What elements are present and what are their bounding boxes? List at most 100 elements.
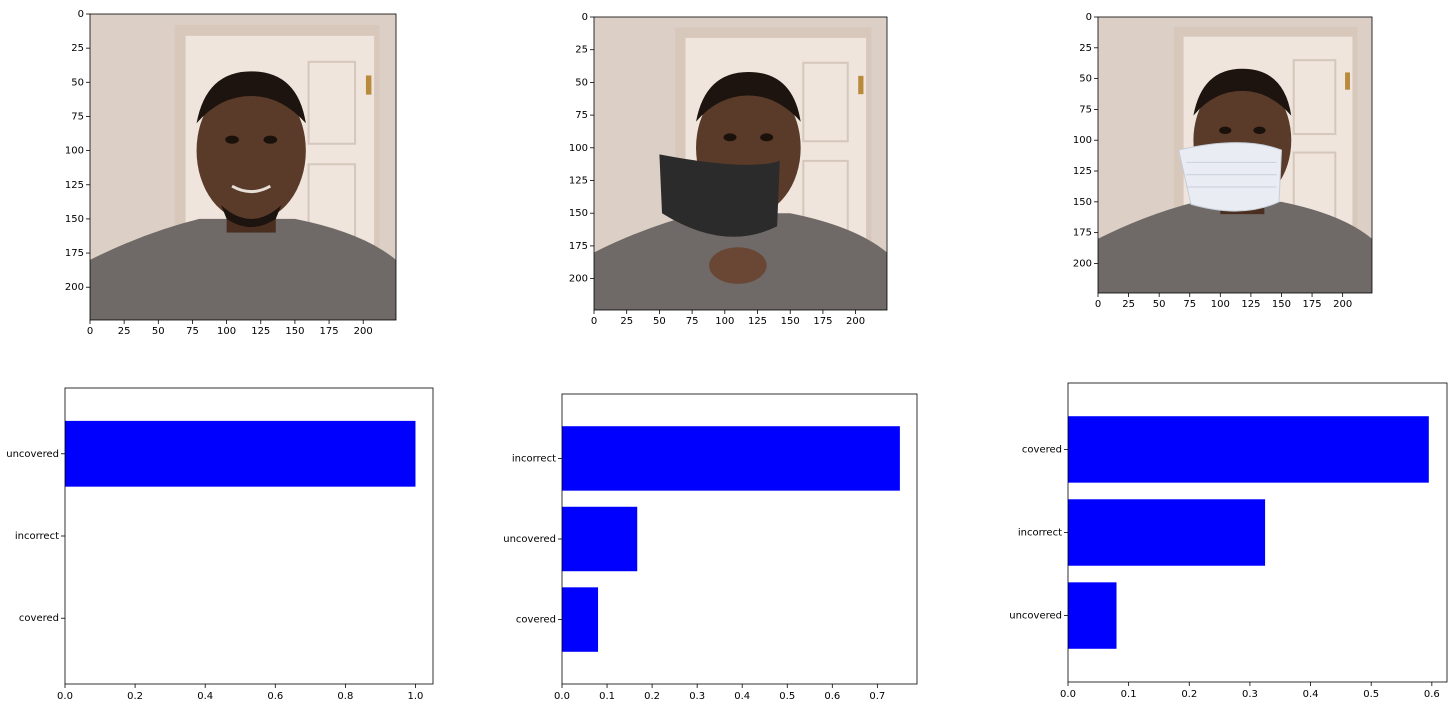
eye bbox=[760, 133, 774, 142]
black-mask bbox=[659, 154, 780, 237]
image-axes-frame bbox=[89, 13, 397, 321]
x-tick-label: 0.4 bbox=[734, 691, 750, 702]
category-label: covered bbox=[1022, 444, 1062, 455]
y-tick-label: 175 bbox=[1073, 228, 1092, 239]
bar-uncovered bbox=[562, 506, 638, 572]
x-tick-label: 175 bbox=[813, 316, 832, 327]
hair bbox=[196, 71, 306, 124]
image-panel-3: 0 0 25 25 50 50 75 75 100 100 125 125 150 150 175 175 20… bbox=[1073, 12, 1373, 310]
bar-uncovered bbox=[65, 420, 416, 487]
x-tick-label: 150 bbox=[285, 326, 304, 337]
eye bbox=[225, 135, 239, 144]
x-tick-label: 0.0 bbox=[554, 691, 570, 702]
x-tick-label: 0.3 bbox=[1242, 689, 1258, 700]
surgical-mask bbox=[1178, 142, 1282, 212]
image-axes-frame bbox=[1097, 16, 1373, 294]
y-tick-label: 0 bbox=[1086, 12, 1092, 23]
x-tick-label: 150 bbox=[781, 316, 800, 327]
y-tick-label: 75 bbox=[575, 110, 588, 121]
category-label: incorrect bbox=[15, 531, 59, 542]
x-tick-label: 0.0 bbox=[1060, 689, 1076, 700]
bar-covered bbox=[562, 587, 599, 652]
x-tick-label: 25 bbox=[1122, 299, 1135, 310]
x-tick-label: 150 bbox=[1272, 299, 1291, 310]
bar-chart-3: covered incorrect uncovered 0.0 0.1 0.2 0.3 0.4… bbox=[1009, 382, 1448, 700]
x-tick-label: 0.8 bbox=[337, 691, 353, 702]
x-tick-label: 25 bbox=[620, 316, 633, 327]
x-tick-label: 100 bbox=[715, 316, 734, 327]
x-tick-label: 0.1 bbox=[1121, 689, 1137, 700]
x-tick-label: 0.6 bbox=[267, 691, 283, 702]
category-label: incorrect bbox=[512, 453, 556, 464]
y-tick-label: 175 bbox=[65, 248, 84, 259]
x-tick-label: 100 bbox=[217, 326, 236, 337]
category-label: uncovered bbox=[6, 449, 59, 460]
door-panel bbox=[307, 60, 357, 145]
bar-chart-2: incorrect uncovered covered 0.0 0.1 0.2 0.3 0.4… bbox=[503, 393, 918, 702]
y-tick-label: 150 bbox=[1073, 197, 1092, 208]
x-tick-label: 0.1 bbox=[599, 691, 615, 702]
y-tick-label: 50 bbox=[575, 77, 588, 88]
y-tick-label: 25 bbox=[1079, 43, 1092, 54]
y-tick-label: 25 bbox=[575, 45, 588, 56]
chart-axes-frame bbox=[64, 387, 434, 685]
x-tick-label: 125 bbox=[251, 326, 270, 337]
y-tick-label: 200 bbox=[1073, 258, 1092, 269]
eye bbox=[263, 135, 278, 144]
x-tick-label: 0 bbox=[87, 326, 93, 337]
eye bbox=[1253, 126, 1266, 135]
chart-axes-frame bbox=[561, 393, 918, 685]
x-tick-label: 0.4 bbox=[197, 691, 213, 702]
x-tick-label: 0.3 bbox=[689, 691, 705, 702]
hair bbox=[696, 71, 801, 122]
face bbox=[196, 79, 306, 222]
door-panel bbox=[1292, 59, 1337, 136]
chart-axes-frame bbox=[1067, 382, 1448, 683]
x-tick-label: 0.2 bbox=[1181, 689, 1197, 700]
y-tick-label: 125 bbox=[65, 180, 84, 191]
x-tick-label: 50 bbox=[152, 326, 165, 337]
category-label: uncovered bbox=[1009, 611, 1062, 622]
hoodie bbox=[1098, 201, 1372, 293]
x-tick-label: 50 bbox=[653, 316, 666, 327]
category-label: incorrect bbox=[1018, 528, 1062, 539]
x-tick-label: 50 bbox=[1153, 299, 1166, 310]
y-tick-label: 100 bbox=[569, 143, 588, 154]
y-tick-label: 125 bbox=[1073, 166, 1092, 177]
bar-covered bbox=[1068, 416, 1429, 483]
bar-chart-1: uncovered incorrect covered 0.0 0.2 0.4 0.6 0.8… bbox=[6, 387, 434, 702]
x-tick-label: 0.5 bbox=[779, 691, 795, 702]
x-tick-label: 100 bbox=[1211, 299, 1230, 310]
y-tick-label: 0 bbox=[582, 12, 588, 23]
y-tick-label: 200 bbox=[65, 282, 84, 293]
photo-3 bbox=[1098, 17, 1372, 293]
y-tick-label: 75 bbox=[71, 111, 84, 122]
door-panel bbox=[802, 61, 849, 143]
x-tick-label: 75 bbox=[186, 326, 199, 337]
x-tick-label: 125 bbox=[1241, 299, 1260, 310]
door-hinge bbox=[858, 75, 864, 95]
x-tick-label: 1.0 bbox=[408, 691, 424, 702]
door-hinge bbox=[1345, 72, 1350, 90]
y-tick-label: 200 bbox=[569, 274, 588, 285]
eye bbox=[723, 133, 737, 142]
bar-incorrect bbox=[1068, 499, 1266, 566]
hair bbox=[1193, 68, 1292, 116]
x-tick-label: 0.0 bbox=[57, 691, 73, 702]
y-tick-label: 150 bbox=[569, 208, 588, 219]
x-tick-label: 200 bbox=[846, 316, 865, 327]
bar-uncovered bbox=[1068, 582, 1117, 649]
x-tick-label: 175 bbox=[1303, 299, 1322, 310]
x-tick-label: 125 bbox=[748, 316, 767, 327]
x-tick-label: 0.5 bbox=[1363, 689, 1379, 700]
category-label: covered bbox=[516, 615, 556, 626]
image-panel-1: 0 0 25 25 50 50 75 75 100 100 125 125 150 150 175 175 20… bbox=[65, 9, 397, 337]
x-tick-label: 0.6 bbox=[824, 691, 840, 702]
y-tick-label: 125 bbox=[569, 176, 588, 187]
x-tick-label: 75 bbox=[1183, 299, 1196, 310]
x-tick-label: 0 bbox=[1095, 299, 1101, 310]
y-tick-label: 50 bbox=[71, 77, 84, 88]
hoodie bbox=[90, 218, 396, 320]
image-panel-2: 0 0 25 25 50 50 75 75 100 100 125 125 150 150 175 175 20… bbox=[569, 12, 888, 327]
y-tick-label: 175 bbox=[569, 241, 588, 252]
